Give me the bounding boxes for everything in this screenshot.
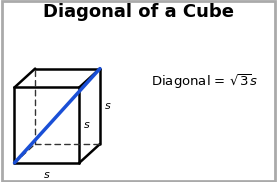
Text: s: s — [44, 170, 50, 180]
Text: Diagonal of a Cube: Diagonal of a Cube — [43, 3, 234, 21]
Text: Diagonal = $\sqrt{3}s$: Diagonal = $\sqrt{3}s$ — [151, 72, 258, 91]
Text: s: s — [105, 101, 111, 111]
Text: s: s — [84, 120, 90, 130]
